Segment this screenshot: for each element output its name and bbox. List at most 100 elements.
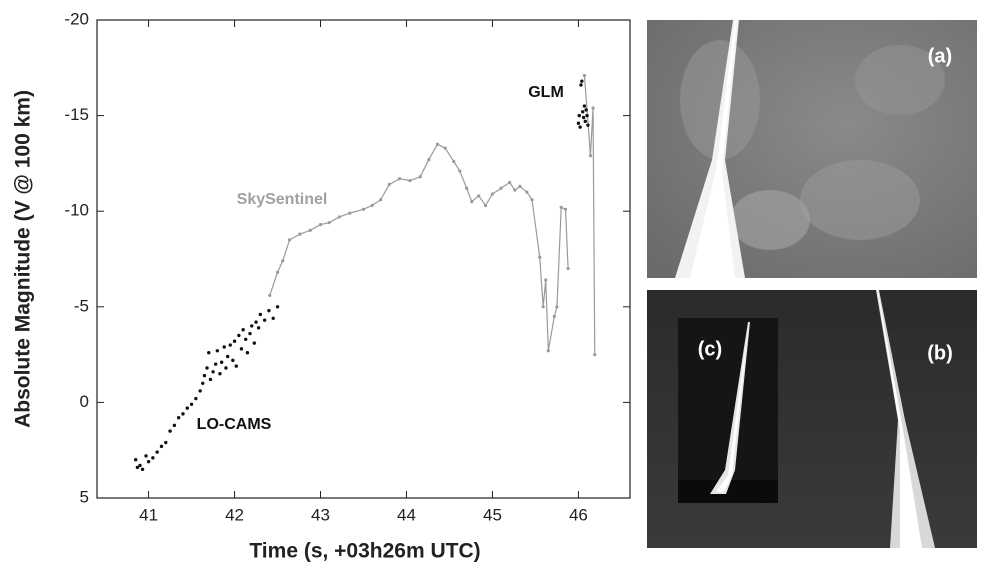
line-point [559, 205, 563, 209]
line-point [427, 157, 431, 162]
line-point [379, 198, 383, 202]
line-point [530, 198, 534, 202]
y-axis-title: Absolute Magnitude (V @ 100 km) [12, 90, 35, 428]
panel-label: (c) [698, 338, 722, 360]
plot-frame [96, 19, 631, 499]
line-point [582, 73, 587, 78]
line-point [298, 232, 302, 236]
line-point [490, 192, 495, 196]
scatter-point [176, 415, 181, 420]
line-point [593, 353, 597, 357]
scatter-point [250, 324, 254, 328]
scatter-point [582, 104, 587, 108]
scatter-point [219, 360, 224, 364]
scatter-point [228, 343, 232, 347]
scatter-point [155, 450, 159, 454]
scatter-point [254, 320, 258, 324]
scatter-point [138, 463, 142, 468]
scatter-point [576, 121, 581, 125]
scatter-point [172, 423, 177, 428]
scatter-point [252, 341, 257, 345]
scatter-point [194, 396, 198, 401]
line-point [348, 211, 352, 215]
x-tick-label: 41 [139, 505, 158, 524]
scatter-point [237, 333, 241, 338]
scatter-point [578, 125, 582, 129]
line-point [499, 186, 503, 190]
scatter-point [262, 318, 267, 322]
scatter-point [207, 350, 211, 355]
line-point [541, 305, 545, 309]
scatter-point [224, 366, 228, 370]
line-point [452, 159, 456, 164]
scatter-point [579, 83, 583, 87]
scatter-point [159, 444, 164, 449]
scatter-point [185, 406, 189, 410]
y-tick-label: 5 [80, 487, 89, 506]
y-tick-label: 0 [80, 392, 89, 411]
scatter-point [267, 308, 271, 313]
line-point [318, 222, 323, 227]
line-point [538, 255, 542, 259]
line-point [327, 221, 331, 225]
line-point [513, 188, 517, 192]
line-point [458, 169, 462, 173]
line-point [477, 194, 481, 198]
scatter-point [583, 119, 587, 124]
scatter-point [201, 381, 205, 385]
line-point [518, 184, 522, 188]
line-point [337, 215, 342, 219]
x-tick-label: 45 [483, 505, 502, 524]
panel-label: (a) [928, 45, 952, 67]
line-point [483, 203, 488, 208]
series-label: LO-CAMS [197, 416, 272, 433]
scatter-point [245, 350, 250, 355]
scatter-point [275, 305, 280, 309]
x-axis-title: Time (s, +03h26m UTC) [249, 540, 480, 563]
scatter-point [144, 454, 148, 458]
scatter-point [234, 364, 238, 368]
line-point [281, 259, 285, 263]
scatter-point [585, 113, 589, 118]
line-point [418, 175, 422, 179]
scatter-point [202, 373, 207, 378]
scatter-point [205, 366, 209, 370]
scatter-point [133, 458, 138, 462]
scatter-point [225, 354, 230, 359]
scatter-point [140, 467, 145, 472]
line-point [435, 142, 440, 146]
scatter-point [198, 389, 202, 393]
line-point [308, 228, 312, 232]
scatter-point [584, 108, 588, 112]
scatter-point [211, 370, 215, 374]
y-tick-label: -15 [64, 105, 89, 124]
scatter-point [231, 358, 235, 363]
scatter-point [581, 115, 586, 120]
x-tick-label: 44 [397, 505, 416, 524]
line-point [470, 200, 474, 204]
y-tick-label: -20 [64, 9, 89, 28]
scatter-point [215, 349, 220, 353]
scatter-point [256, 326, 261, 330]
scatter-point [218, 372, 222, 376]
y-tick-label: -10 [64, 201, 89, 220]
series-line [269, 75, 596, 355]
line-point [546, 349, 550, 353]
line-point [268, 293, 272, 297]
y-tick-label: -5 [74, 296, 89, 315]
x-tick-label: 46 [569, 505, 588, 524]
panel-label: (b) [927, 342, 953, 364]
line-point [408, 179, 412, 183]
line-point [443, 146, 447, 150]
scatter-point [208, 377, 213, 382]
scatter-point [151, 456, 155, 460]
line-point [591, 106, 595, 110]
line-point [555, 305, 559, 309]
line-point [552, 314, 556, 318]
line-point [387, 182, 391, 187]
scatter-point [580, 79, 584, 83]
scatter-point [168, 429, 172, 433]
series-label: SkySentinel [237, 191, 328, 208]
scatter-point [213, 362, 218, 366]
